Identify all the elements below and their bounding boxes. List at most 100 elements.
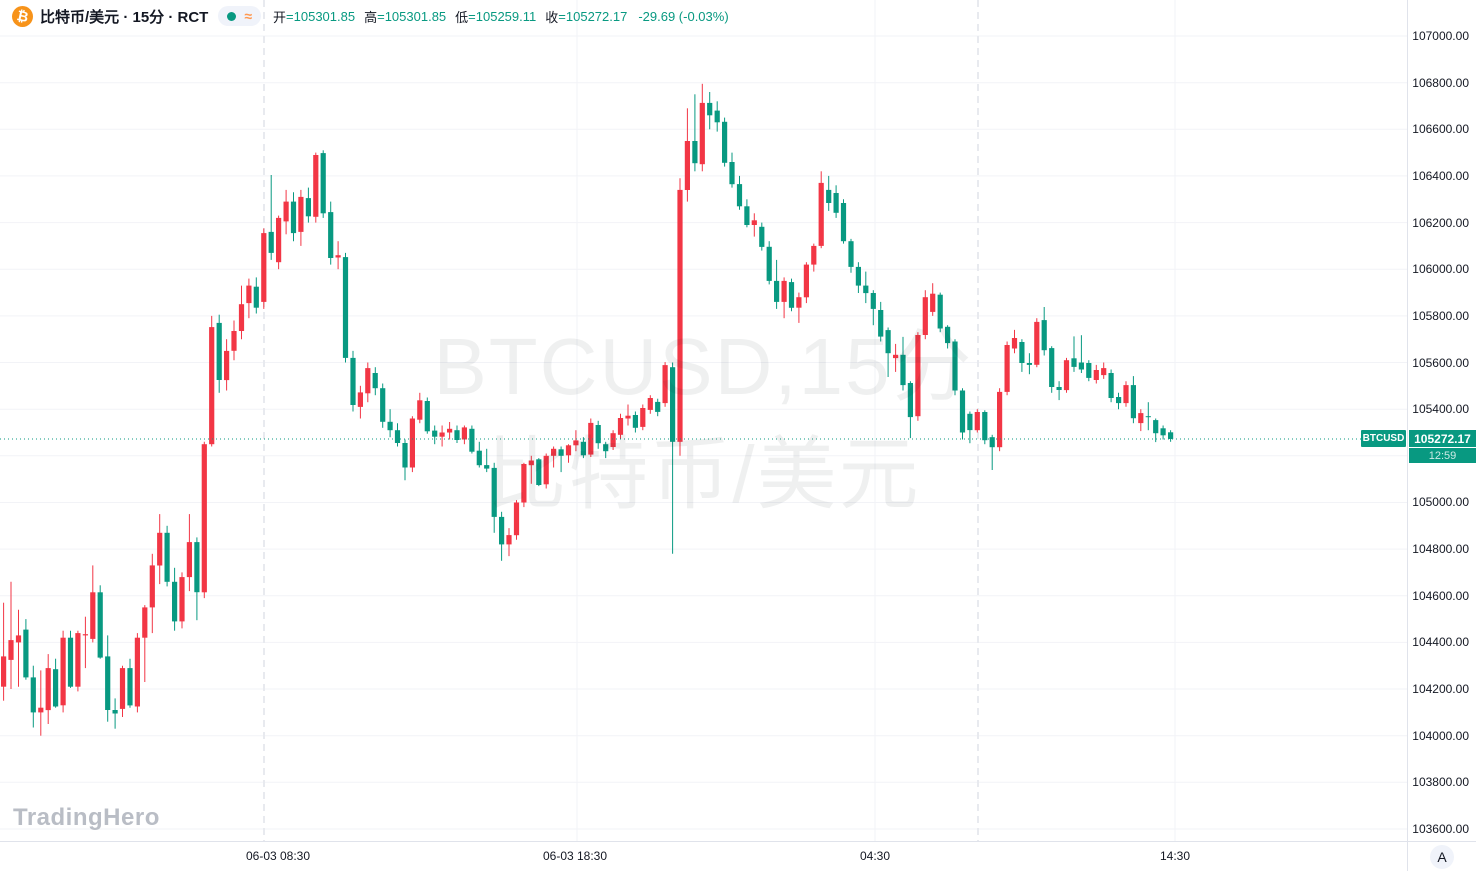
candle-body [536, 459, 542, 485]
candle-body [551, 448, 557, 456]
candle-body [157, 532, 163, 566]
candle-body [142, 607, 148, 638]
candle-body [513, 502, 520, 536]
candle-body [848, 241, 854, 267]
candle-body [8, 640, 14, 660]
candle-body [655, 401, 661, 412]
candle-body [543, 455, 549, 485]
candle-body [603, 444, 609, 452]
candle-body [573, 440, 579, 446]
candle-body [454, 430, 460, 440]
time-axis-label: 04:30 [859, 849, 891, 863]
price-axis-label: 106400.00 [1412, 169, 1469, 183]
axis-corner: A [1407, 842, 1476, 871]
candle-body [774, 280, 780, 302]
candle-body [357, 392, 363, 407]
candle-body [350, 357, 356, 405]
candle-body [893, 354, 899, 359]
candle-body [840, 203, 847, 242]
candle-body [855, 266, 861, 286]
price-axis-label: 105600.00 [1412, 356, 1469, 370]
candle-body [172, 581, 178, 622]
candle-body [82, 634, 88, 636]
candle-body [179, 577, 185, 622]
candle-body [1034, 321, 1040, 365]
candle-body [1101, 368, 1107, 376]
candle-body [216, 322, 222, 380]
price-axis[interactable]: 105272.17 12:59 107000.00 106800.00 106600… [1407, 0, 1476, 841]
price-axis-label: 105800.00 [1412, 309, 1469, 323]
price-axis-label: 104600.00 [1412, 589, 1469, 603]
delayed-data-icon: ≈ [244, 8, 253, 24]
candle-body [305, 198, 311, 217]
ohlc-open: 开105301.85 [273, 7, 355, 26]
candle-body [803, 264, 809, 298]
candle-body [974, 412, 980, 431]
auto-scale-button[interactable]: A [1430, 845, 1454, 869]
candle-body [246, 285, 252, 304]
candle-body [729, 162, 735, 185]
candle-body [261, 233, 267, 302]
candle-body [885, 330, 891, 354]
candle-body [439, 432, 445, 437]
candle-body [699, 102, 705, 165]
candle-body [238, 304, 245, 331]
candle-body [900, 354, 906, 386]
symbol-title[interactable]: 比特币/美元 · 15分 · RCT [40, 8, 209, 26]
candle-body [670, 367, 676, 442]
candle-body [707, 102, 713, 116]
candle-body [677, 189, 683, 442]
price-change: -29.69 (-0.03%) [638, 8, 729, 24]
candle-body [380, 388, 386, 422]
candle-body [1123, 385, 1129, 404]
candle-body [1019, 342, 1025, 363]
candle-body [283, 201, 289, 222]
candle-body [149, 565, 155, 608]
candle-body [1153, 420, 1159, 434]
candle-body [53, 669, 59, 707]
tradinghero-logo: TradingHero [13, 804, 160, 831]
candle-body [387, 421, 393, 431]
candle-body [833, 193, 839, 213]
candle-body [1011, 338, 1018, 349]
time-axis[interactable]: A 06-03 08:30 06-03 18:30 04:30 14:30 [0, 841, 1476, 871]
candle-body [67, 637, 74, 687]
candle-body [796, 297, 802, 308]
symbol-header: ₿ 比特币/美元 · 15分 · RCT ≈ 开105301.85 高10530… [12, 5, 729, 27]
candle-body [45, 668, 51, 711]
candle-body [632, 415, 638, 428]
candle-body [1004, 345, 1010, 392]
ohlc-readout: 开105301.85 高105301.85 低105259.11 收105272… [273, 7, 729, 26]
candle-body [930, 293, 936, 312]
candle-body [1063, 360, 1070, 391]
candle-body [521, 464, 527, 503]
candle-body [424, 401, 430, 432]
candle-body [342, 257, 349, 358]
candle-body [1071, 358, 1077, 367]
candle-body [164, 532, 170, 582]
time-axis-label: 06-03 08:30 [245, 849, 311, 863]
time-axis-label: 06-03 18:30 [542, 849, 608, 863]
candle-body [811, 245, 817, 265]
chart-canvas[interactable] [0, 0, 1407, 841]
candle-body [640, 408, 646, 427]
market-status-pill[interactable]: ≈ [218, 6, 262, 26]
candle-body [1138, 413, 1144, 424]
candle-body [722, 121, 728, 163]
market-open-dot-icon [227, 11, 237, 21]
candle-body [417, 400, 423, 420]
candle-body [989, 437, 995, 448]
candle-body [447, 428, 453, 433]
candle-body [1145, 416, 1151, 418]
candle-body [736, 184, 743, 207]
ohlc-high: 高105301.85 [364, 7, 446, 26]
price-axis-label: 104200.00 [1412, 682, 1469, 696]
candle-body [945, 326, 951, 344]
candle-body [692, 141, 698, 164]
candle-body [662, 365, 668, 404]
candle-body [320, 153, 326, 214]
candle-body [402, 443, 408, 468]
ohlc-close: 收105272.17 [545, 7, 627, 26]
candle-body [60, 637, 66, 706]
candle-body [1116, 397, 1122, 404]
